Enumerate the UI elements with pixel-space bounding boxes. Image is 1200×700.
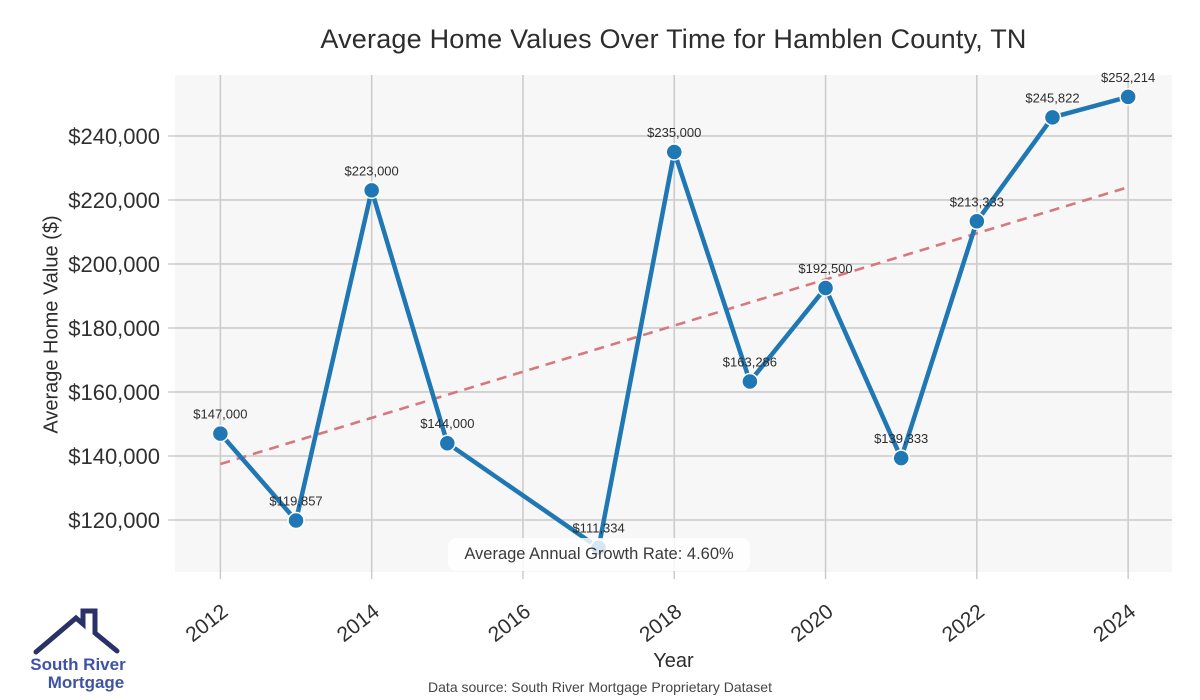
x-tick-label: 2022	[938, 600, 989, 647]
data-point-label: $163,286	[723, 354, 777, 369]
trend-line	[220, 185, 1129, 466]
growth-rate-annotation-text: Average Annual Growth Rate: 4.60%	[464, 545, 734, 563]
data-point	[362, 181, 381, 200]
chart-title: Average Home Values Over Time for Hamble…	[320, 24, 1027, 54]
data-source-caption: Data source: South River Mortgage Propri…	[428, 679, 772, 695]
growth-rate-annotation: Average Annual Growth Rate: 4.60%	[448, 538, 750, 571]
south-river-mortgage-logo: South River Mortgage	[30, 608, 126, 692]
x-axis-label: Year	[653, 650, 694, 672]
data-point	[438, 434, 457, 452]
y-tick-label: $160,000	[68, 380, 160, 405]
data-point	[1043, 108, 1062, 127]
data-point-label: $119,857	[269, 493, 322, 508]
logo-text-line1: South River	[30, 655, 126, 674]
y-tick-label: $180,000	[68, 316, 160, 341]
data-point	[1119, 88, 1137, 106]
data-point-label: $111,334	[572, 521, 624, 536]
data-point-label: $213,333	[950, 194, 1004, 209]
x-tick-label: 2012	[181, 600, 232, 647]
y-tick-label: $120,000	[68, 508, 160, 533]
data-point-label: $252,214	[1101, 70, 1155, 85]
y-tick-label: $220,000	[68, 188, 160, 213]
series-line	[218, 94, 1131, 550]
data-point	[968, 212, 986, 231]
x-tick-label: 2016	[484, 600, 535, 647]
data-point-label: $192,500	[798, 261, 852, 276]
x-tick-label: 2024	[1089, 600, 1140, 647]
data-point-label: $147,000	[193, 407, 247, 422]
y-tick-label: $140,000	[68, 444, 160, 469]
data-point	[665, 143, 684, 161]
x-tick-label: 2020	[787, 600, 838, 647]
data-point	[741, 372, 759, 391]
house-roof-icon	[33, 608, 120, 655]
data-point-label: $223,000	[345, 163, 399, 178]
logo-text-line2: Mortgage	[48, 673, 125, 692]
data-point	[211, 424, 230, 443]
data-point-label: $144,000	[420, 416, 474, 431]
y-tick-label: $200,000	[68, 252, 160, 277]
data-point-label: $139,333	[874, 431, 928, 446]
y-tick-label: $240,000	[68, 124, 160, 149]
data-point-label: $245,822	[1025, 90, 1079, 105]
data-point-label: $235,000	[647, 125, 701, 140]
x-tick-label: 2014	[333, 600, 384, 647]
data-point	[892, 449, 910, 467]
data-point	[816, 279, 835, 297]
data-point	[287, 511, 305, 530]
x-tick-label: 2018	[635, 600, 686, 647]
